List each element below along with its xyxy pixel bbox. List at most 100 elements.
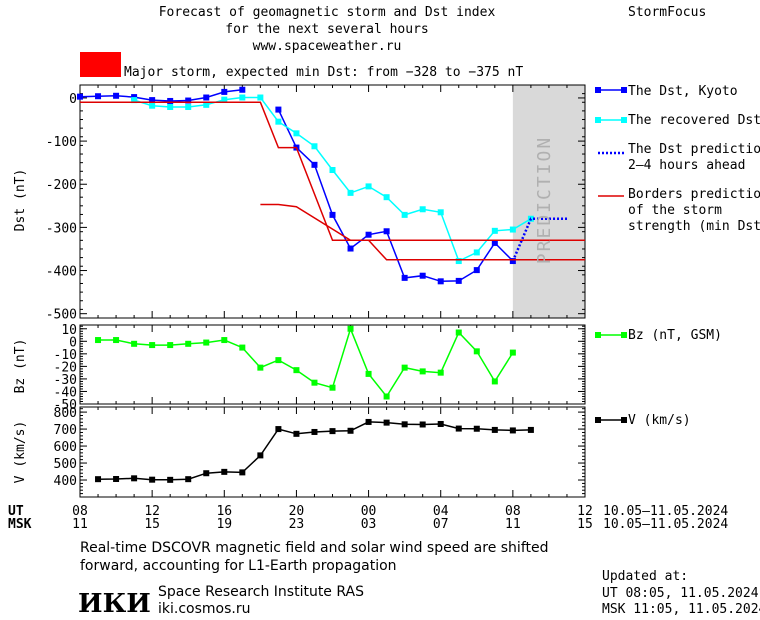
bz-panel-ytick-label: -30 [54, 373, 77, 388]
ut-tick-label: 12 [577, 504, 593, 519]
bz-point [167, 342, 174, 349]
bz-point [347, 325, 354, 332]
bz-point [257, 364, 264, 371]
msk-tick-label: 07 [433, 517, 449, 532]
dst-kyoto-point [131, 94, 138, 101]
dst-recovered-point [329, 167, 336, 174]
website-link[interactable]: www.spaceweather.ru [253, 39, 402, 54]
solar-wind-speed-point [473, 425, 480, 432]
legend-borders-label-3: strength (min Dst) [628, 219, 760, 234]
legend-borders-label: Borders prediction [628, 187, 760, 202]
solar-wind-speed-point [455, 425, 462, 432]
v-panel-ytick-label: 600 [54, 440, 77, 455]
dst-panel-ytick-label: -300 [46, 221, 77, 236]
v-panel-ylabel: V (km/s) [13, 421, 28, 484]
bz-point [185, 340, 192, 347]
bz-point [131, 340, 138, 347]
updated-ut: UT 08:05, 11.05.2024 [602, 586, 759, 601]
bz-point [455, 329, 462, 336]
dst-kyoto-point [473, 267, 480, 274]
solar-wind-speed-point [149, 476, 156, 483]
dst-kyoto-point [275, 106, 282, 113]
ut-tick-label: 12 [144, 504, 160, 519]
solar-wind-speed-point [491, 426, 498, 433]
bz-panel-ytick-label: 10 [61, 323, 77, 338]
dst-kyoto-point [77, 93, 83, 100]
updated-msk: MSK 11:05, 11.05.2024 [602, 602, 760, 617]
dst-recovered-point [347, 189, 354, 196]
bz-point [491, 378, 498, 385]
bz-panel-ytick-label: -20 [54, 360, 77, 375]
bz-point [275, 357, 282, 364]
dst-recovered-point [383, 194, 390, 201]
solar-wind-speed-point [275, 426, 282, 433]
storm-level-swatch [80, 52, 121, 77]
solar-wind-speed-point [419, 421, 426, 428]
dst-kyoto-point [509, 258, 516, 265]
bz-point [149, 342, 156, 349]
bz-point [419, 368, 426, 375]
dst-kyoto-point [149, 97, 156, 104]
legend-kyoto-marker [621, 87, 627, 93]
dst-recovered-point [239, 94, 246, 101]
solar-wind-speed-point [437, 420, 444, 427]
bz-point [329, 384, 336, 391]
dst-kyoto-point [95, 93, 102, 100]
dst-kyoto-point [401, 274, 408, 281]
updated-label: Updated at: [602, 569, 688, 584]
dst-recovered-point [473, 249, 480, 256]
dst-kyoto-point [203, 94, 210, 101]
dst-recovered-point [149, 102, 156, 109]
dst-panel-ytick-label: 0 [69, 92, 77, 107]
legend-kyoto-label: The Dst, Kyoto [628, 84, 738, 99]
dst-panel-ytick-label: -400 [46, 265, 77, 280]
solar-wind-speed-point [95, 476, 102, 483]
dst-recovered-point [491, 227, 498, 234]
legend-prediction-label: The Dst prediction [628, 142, 760, 157]
solar-wind-speed-point [131, 475, 138, 482]
bz-panel-ytick-label: 0 [69, 335, 77, 350]
solar-wind-speed-point [239, 469, 246, 476]
ut-tick-label: 20 [289, 504, 305, 519]
dst-recovered-point [419, 206, 426, 213]
borders-prediction-line [260, 203, 585, 261]
dst-kyoto-point [437, 278, 444, 285]
solar-wind-speed-point [185, 476, 192, 483]
bz-panel-ytick-label: -50 [54, 398, 77, 413]
dst-kyoto-point [311, 161, 318, 168]
bz-point [293, 367, 300, 374]
institute-website[interactable]: iki.cosmos.ru [158, 601, 250, 617]
dst-recovered-point [185, 104, 192, 111]
ut-tick-label: 08 [72, 504, 88, 519]
dst-recovered-point [365, 183, 372, 190]
dst-panel-ytick-label: -100 [46, 135, 77, 150]
dst-panel-ytick-label: -500 [46, 308, 77, 323]
solar-wind-speed-point [509, 427, 516, 434]
dst-recovered-point [275, 118, 282, 125]
bz-point [437, 369, 444, 376]
legend-recovered-marker [595, 117, 601, 123]
legend-v-marker [621, 417, 627, 423]
ut-tick-label: 04 [433, 504, 449, 519]
dst-recovered-point [221, 96, 228, 103]
iki-logo: ИКИ [78, 589, 151, 619]
dst-panel-ytick-label: -200 [46, 178, 77, 193]
dst-recovered-point [167, 104, 174, 111]
v-panel-frame [79, 406, 586, 498]
solar-wind-speed-point [203, 470, 210, 477]
msk-tick-label: 11 [505, 517, 521, 532]
dst-kyoto-point [455, 277, 462, 284]
v-panel-ytick-label: 700 [54, 423, 77, 438]
msk-tick-label: 19 [216, 517, 232, 532]
chart-marks [77, 86, 585, 483]
solar-wind-speed-point [293, 430, 300, 437]
msk-tick-label: 11 [72, 517, 88, 532]
bz-panel-ytick-label: -40 [54, 385, 77, 400]
bz-line [98, 326, 514, 398]
dst-recovered-point [509, 226, 516, 233]
legend-borders-label-2: of the storm [628, 203, 722, 218]
dst-kyoto-line [79, 88, 243, 102]
solar-wind-speed-point [257, 452, 264, 459]
